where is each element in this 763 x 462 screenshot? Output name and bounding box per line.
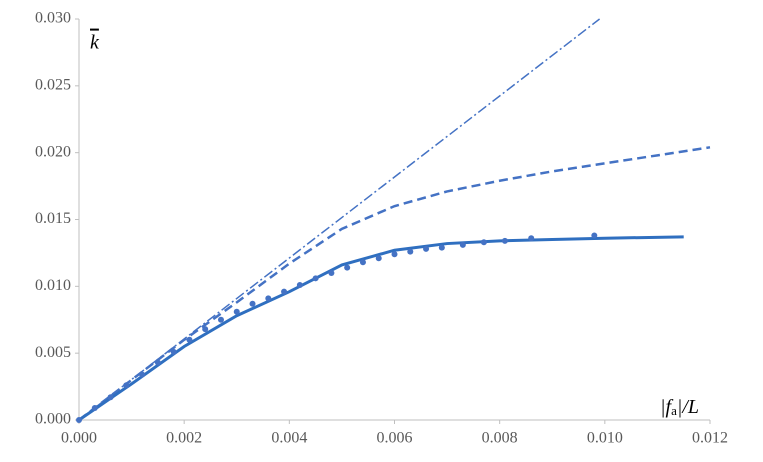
data-point bbox=[438, 244, 445, 251]
y-tick-label: 0.020 bbox=[35, 143, 71, 160]
data-point bbox=[107, 394, 114, 401]
x-tick-label: 0.008 bbox=[482, 430, 518, 447]
data-point bbox=[296, 281, 303, 288]
data-point bbox=[123, 382, 130, 389]
x-tick-label: 0.000 bbox=[61, 430, 97, 447]
x-axis-label-part: |/L bbox=[677, 396, 699, 418]
x-tick-label: 0.002 bbox=[166, 430, 202, 447]
y-tick-label: 0.030 bbox=[35, 10, 71, 27]
data-point bbox=[202, 326, 209, 333]
data-point bbox=[233, 308, 240, 315]
data-point bbox=[139, 371, 146, 378]
data-point bbox=[480, 239, 487, 246]
x-tick-label: 0.004 bbox=[271, 430, 307, 447]
data-point bbox=[217, 316, 224, 323]
x-tick-label: 0.012 bbox=[692, 430, 728, 447]
y-tick-label: 0.010 bbox=[35, 277, 71, 294]
data-line bbox=[78, 235, 684, 422]
x-axis-label-part: |f bbox=[660, 396, 673, 418]
x-axis-label-part: a bbox=[671, 403, 677, 418]
data-point bbox=[375, 255, 382, 262]
data-point bbox=[391, 251, 398, 258]
y-tick-label: 0.025 bbox=[35, 77, 71, 94]
data-point bbox=[407, 248, 414, 255]
y-tick-label: 0.005 bbox=[35, 344, 71, 361]
data-point bbox=[312, 275, 319, 282]
data-point bbox=[459, 241, 466, 248]
data-point bbox=[249, 300, 256, 307]
data-line bbox=[78, 18, 601, 421]
data-point bbox=[186, 336, 193, 343]
data-point bbox=[528, 235, 535, 242]
data-point bbox=[423, 245, 430, 252]
x-axis-label: |fa|/L bbox=[660, 396, 699, 418]
data-point bbox=[281, 288, 288, 295]
data-point bbox=[170, 348, 177, 355]
data-point bbox=[328, 269, 335, 276]
x-tick-label: 0.006 bbox=[377, 430, 413, 447]
y-axis-label: k bbox=[90, 32, 100, 54]
data-point bbox=[501, 237, 508, 244]
data-point bbox=[359, 259, 366, 266]
data-point bbox=[591, 232, 598, 239]
y-tick-label: 0.015 bbox=[35, 210, 71, 227]
y-tick-label: 0.000 bbox=[35, 411, 71, 428]
data-point bbox=[344, 264, 351, 271]
data-point bbox=[265, 295, 272, 302]
data-line bbox=[78, 146, 711, 421]
x-tick-label: 0.010 bbox=[587, 430, 623, 447]
data-point bbox=[154, 359, 161, 366]
data-point bbox=[76, 417, 82, 423]
data-point bbox=[91, 404, 98, 411]
